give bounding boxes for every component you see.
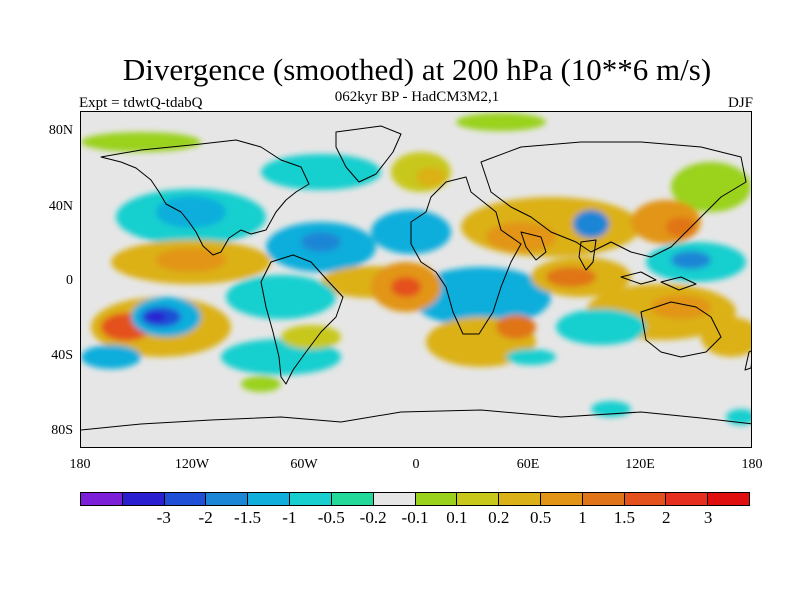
experiment-label: Expt = tdwtQ-tdabQ bbox=[79, 95, 203, 111]
colorbar-label: -0.2 bbox=[359, 508, 387, 527]
indonesia-outline bbox=[620, 271, 657, 285]
divergence-map bbox=[80, 111, 752, 448]
colorbar-label: -0.5 bbox=[317, 508, 345, 527]
colorbar-label: 1.5 bbox=[613, 508, 635, 527]
field-patch bbox=[241, 376, 281, 392]
colorbar-swatch bbox=[582, 493, 625, 505]
field-patch bbox=[546, 267, 596, 287]
colorbar-label: -3 bbox=[156, 508, 171, 527]
colorbar-label: 0.2 bbox=[488, 508, 510, 527]
colorbar-swatch bbox=[206, 493, 249, 505]
field-patch bbox=[261, 154, 381, 190]
colorbar-swatch bbox=[457, 493, 500, 505]
europe-africa-outline bbox=[410, 176, 522, 335]
lat-label-80n: 80N bbox=[48, 123, 73, 138]
colorbar-swatch bbox=[122, 493, 165, 505]
field-patch bbox=[156, 248, 226, 272]
north-america-outline bbox=[100, 139, 310, 256]
lat-label-40n: 40N bbox=[48, 199, 73, 214]
field-patch bbox=[411, 267, 551, 327]
field-patch bbox=[506, 349, 556, 365]
colorbar-label: -2 bbox=[198, 508, 213, 527]
australia-outline bbox=[640, 301, 722, 358]
field-patch bbox=[226, 275, 336, 319]
colorbar-label: 0.1 bbox=[446, 508, 468, 527]
greenland-outline bbox=[335, 125, 402, 183]
field-patch bbox=[391, 277, 421, 297]
field-patch bbox=[701, 317, 751, 357]
colorbar-swatch bbox=[415, 493, 458, 505]
colorbar-label: 2 bbox=[662, 508, 671, 527]
plot-title: Divergence (smoothed) at 200 hPa (10**6 … bbox=[122, 52, 712, 87]
lon-label-180w: 180 bbox=[69, 457, 91, 472]
lat-label-0: 0 bbox=[66, 273, 73, 288]
lat-label-80s: 80S bbox=[51, 423, 73, 438]
colorbar-label: 3 bbox=[703, 508, 713, 527]
india-outline bbox=[578, 239, 597, 271]
lon-label-120w: 120W bbox=[174, 457, 210, 472]
field-patch bbox=[301, 232, 341, 252]
lon-label-120e: 120E bbox=[625, 457, 655, 472]
field-patch bbox=[416, 167, 446, 187]
colorbar-swatch bbox=[81, 493, 123, 505]
arabia-outline bbox=[520, 231, 547, 261]
plot-subtitle: 062kyr BP - HadCM3M2,1 bbox=[334, 89, 500, 105]
field-patch bbox=[671, 162, 751, 212]
lon-label-60w: 60W bbox=[290, 457, 318, 472]
divergence-field bbox=[81, 113, 751, 425]
field-patch bbox=[671, 251, 711, 269]
antarctica-outline bbox=[81, 409, 751, 431]
field-patch bbox=[146, 312, 166, 322]
map-canvas bbox=[81, 113, 751, 431]
field-patch bbox=[496, 315, 536, 339]
new-guinea-outline bbox=[660, 276, 697, 291]
colorbar-swatch bbox=[499, 493, 541, 505]
colorbar-swatch bbox=[248, 493, 291, 505]
colorbar-swatch bbox=[540, 493, 583, 505]
colorbar-label: -1 bbox=[282, 508, 297, 527]
colorbar-label: -1.5 bbox=[234, 508, 261, 527]
colorbar-swatch bbox=[373, 493, 416, 505]
colorbar-swatch bbox=[290, 493, 332, 505]
field-patch bbox=[486, 222, 556, 252]
coastlines bbox=[81, 125, 751, 431]
colorbar-swatch bbox=[666, 493, 709, 505]
colorbar-swatch bbox=[708, 493, 749, 505]
season-label: DJF bbox=[727, 95, 753, 111]
lon-label-180e: 180 bbox=[741, 457, 763, 472]
field-patch bbox=[281, 325, 341, 349]
field-patch bbox=[556, 309, 646, 345]
lon-label-0: 0 bbox=[412, 457, 420, 472]
field-patch bbox=[81, 345, 141, 369]
colorbar-swatch bbox=[331, 493, 374, 505]
field-patch bbox=[651, 295, 711, 319]
field-patch bbox=[573, 210, 609, 238]
field-patch bbox=[726, 409, 751, 425]
colorbar bbox=[80, 492, 750, 506]
asia-outline bbox=[480, 141, 747, 258]
colorbar-label: 0.5 bbox=[530, 508, 552, 527]
lon-label-60e: 60E bbox=[516, 457, 540, 472]
field-patch bbox=[81, 132, 201, 152]
new-zealand-outline bbox=[744, 350, 751, 371]
south-america-outline bbox=[260, 254, 344, 385]
colorbar-label: -0.1 bbox=[401, 508, 429, 527]
lat-label-40s: 40S bbox=[51, 348, 73, 363]
field-patch bbox=[666, 217, 696, 237]
colorbar-swatch bbox=[624, 493, 667, 505]
colorbar-swatch bbox=[164, 493, 207, 505]
field-patch bbox=[156, 196, 226, 228]
field-patch bbox=[456, 113, 546, 131]
colorbar-label: 1 bbox=[578, 508, 587, 527]
